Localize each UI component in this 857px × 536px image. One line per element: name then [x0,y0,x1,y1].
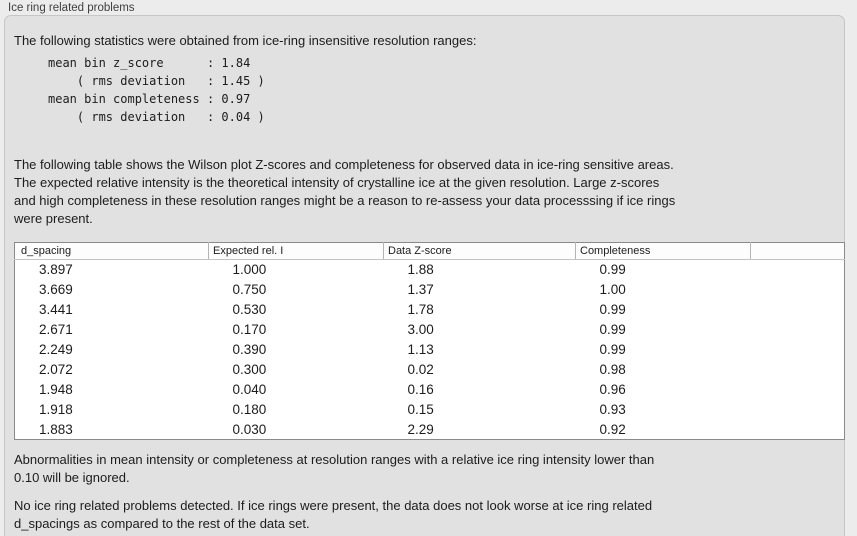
table-cell: 0.99 [599,262,626,278]
table-cell-filler [751,360,845,380]
table-cell-filler [751,280,845,300]
table-cell: 1.883 [39,421,73,437]
table-cell-filler [751,420,845,440]
column-header-data-z-score[interactable]: Data Z-score [383,242,576,260]
table-cell: 3.897 [39,262,73,278]
ignore-rule-text: Abnormalities in mean intensity or compl… [14,452,655,485]
ice-ring-table[interactable]: d_spacing Expected rel. I Data Z-score Comp… [14,242,845,440]
table-row[interactable]: 1.918 0.180 0.15 0.93 [15,400,845,420]
table-row[interactable]: 3.897 1.000 1.88 0.99 [15,260,845,280]
ice-ring-panel: The following statistics were obtained f… [4,15,845,536]
table-row[interactable]: 2.072 0.300 0.02 0.98 [15,360,845,380]
table-row[interactable]: 2.671 0.170 3.00 0.99 [15,320,845,340]
table-cell: 0.15 [407,402,434,417]
table-row[interactable]: 3.669 0.750 1.37 1.00 [15,280,845,300]
table-cell: 0.98 [599,362,626,377]
column-header-completeness[interactable]: Completeness [575,242,751,260]
group-box-label: Ice ring related problems [8,2,135,14]
table-cell: 1.918 [39,402,73,417]
table-cell-filler [751,380,845,400]
table-cell: 0.180 [232,402,267,417]
table-cell: 0.750 [232,282,267,297]
table-cell: 1.88 [407,262,434,278]
table-cell: 1.948 [39,382,73,397]
table-description-text: The following table shows the Wilson plo… [14,157,676,226]
table-cell: 2.29 [407,421,434,437]
table-row[interactable]: 3.441 0.530 1.78 0.99 [15,300,845,320]
table-cell: 2.671 [39,322,73,337]
table-cell: 0.170 [232,322,267,337]
table-cell: 0.300 [232,362,267,377]
column-header-expected-rel-i[interactable]: Expected rel. I [208,242,384,260]
table-cell: 1.37 [407,282,434,297]
table-cell-filler [751,320,845,340]
stats-intro-text: The following statistics were obtained f… [14,33,477,48]
table-body: 3.897 1.000 1.88 0.99 3.669 0.750 1.37 1.00 3.44… [15,260,845,440]
conclusion-text: No ice ring related problems detected. I… [14,498,653,531]
table-cell: 0.93 [599,402,626,417]
table-cell: 0.030 [232,421,267,437]
table-cell: 3.441 [39,302,73,317]
table-cell: 1.78 [407,302,434,317]
panel-content: The following statistics were obtained f… [5,32,845,533]
table-cell: 0.99 [599,302,626,317]
column-header-filler [750,242,845,260]
table-cell-filler [751,300,845,320]
table-row[interactable]: 1.883 0.030 2.29 0.92 [15,420,845,440]
table-cell: 2.072 [39,362,73,377]
table-header-row: d_spacing Expected rel. I Data Z-score Comp… [14,242,845,260]
table-cell: 0.92 [599,421,626,437]
table-cell: 0.530 [232,302,267,317]
table-cell: 0.390 [232,342,267,357]
table-cell: 0.16 [407,382,434,397]
table-cell: 1.00 [599,282,626,297]
table-cell: 0.96 [599,382,626,397]
table-cell: 3.669 [39,282,73,297]
table-cell: 0.99 [599,342,626,357]
table-cell: 0.99 [599,322,626,337]
table-row[interactable]: 1.948 0.040 0.16 0.96 [15,380,845,400]
table-cell: 3.00 [407,322,434,337]
table-cell: 1.13 [407,342,434,357]
stats-summary-block: mean bin z_score : 1.84 ( rms deviation … [48,56,265,124]
table-container: d_spacing Expected rel. I Data Z-score Comp… [14,242,845,440]
table-cell: 0.040 [232,382,267,397]
table-cell: 2.249 [39,342,73,357]
table-cell-filler [751,340,845,360]
table-cell-filler [751,260,845,280]
table-cell: 1.000 [232,262,267,278]
column-header-d-spacing[interactable]: d_spacing [14,242,209,260]
table-row[interactable]: 2.249 0.390 1.13 0.99 [15,340,845,360]
table-cell-filler [751,400,845,420]
table-cell: 0.02 [407,362,434,377]
